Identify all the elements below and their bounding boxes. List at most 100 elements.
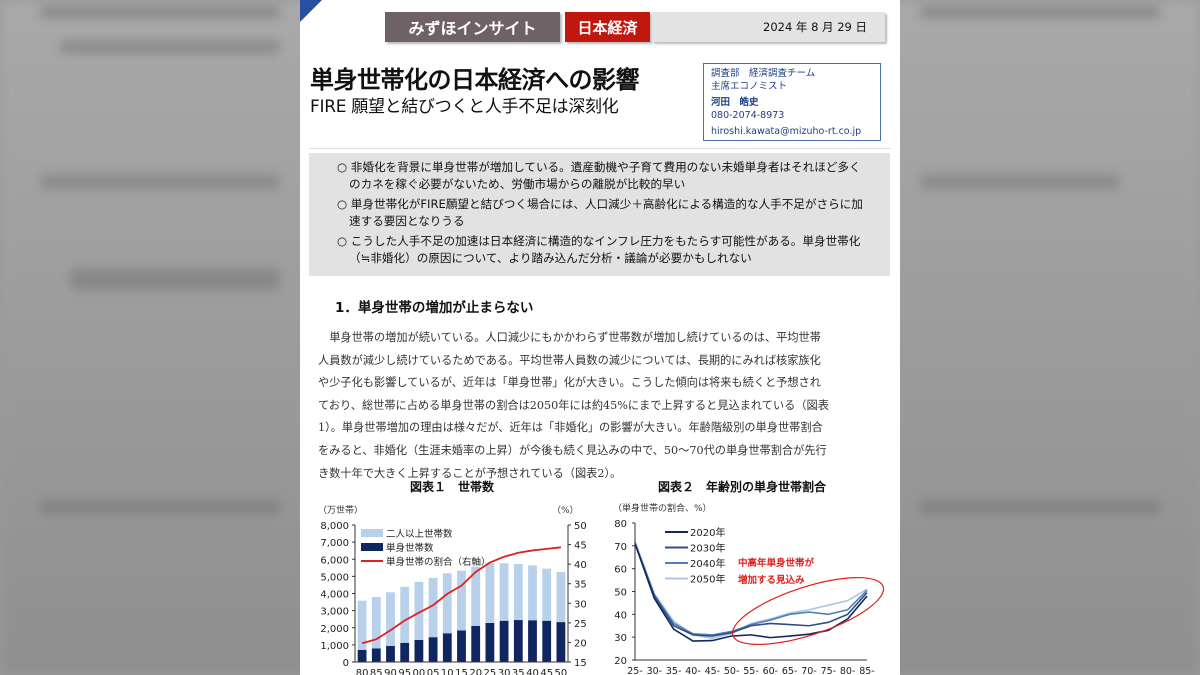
- bar-single: [442, 633, 452, 662]
- divider: [310, 148, 890, 149]
- bar-multi: [371, 597, 381, 649]
- blurred-text: [40, 175, 280, 189]
- y-axis-unit: （万世帯）: [318, 504, 363, 516]
- x-tick-label: 45: [540, 668, 553, 675]
- body-line: や少子化も影響しているが、近年は「単身世帯」化が大きい。こうした傾向は将来も続く…: [318, 376, 821, 390]
- x-tick-label: 50-: [724, 666, 740, 675]
- x-tick-label: 70-: [801, 666, 817, 675]
- bar-single: [542, 620, 552, 662]
- y-tick-label: 20: [614, 656, 627, 667]
- x-tick-label: 85: [370, 668, 383, 675]
- section-heading: 1．単身世帯の増加が止まらない: [335, 300, 534, 316]
- y2-tick-label: 45: [574, 541, 587, 552]
- bar-multi: [400, 586, 410, 643]
- y2-axis-unit: （%）: [552, 505, 579, 516]
- bar-multi: [457, 570, 466, 631]
- author-phone: 080-2074-8973: [711, 109, 785, 121]
- bar-multi: [556, 571, 566, 623]
- legend-label: 二人以上世帯数: [386, 528, 453, 540]
- x-tick-label: 30-: [647, 666, 663, 675]
- author-email[interactable]: hiroshi.kawata@mizuho-rt.co.jp: [711, 126, 862, 137]
- legend-label: 単身世帯数: [386, 542, 434, 554]
- bar-single: [386, 645, 395, 662]
- bar-single: [400, 642, 410, 662]
- x-tick-label: 45-: [705, 666, 721, 675]
- page-title: 単身世帯化の日本経済への影響: [310, 66, 640, 94]
- x-tick-label: 85-: [859, 666, 875, 675]
- bar-multi: [485, 563, 495, 623]
- bar-multi: [414, 581, 424, 640]
- bar-single: [471, 625, 481, 662]
- body-line: 1）。単身世帯増加の理由は様々だが、近年は「非婚化」の影響が大きい。年齢階級別の…: [318, 421, 823, 435]
- corner-decoration: [300, 0, 322, 22]
- legend-label: 2040年: [690, 557, 725, 570]
- body-line: をみると、非婚化（生涯未婚率の上昇）が今後も続く見込みの中で、50～70代の単身…: [318, 443, 827, 457]
- y-tick-label: 70: [614, 542, 627, 553]
- legend-swatch: [361, 529, 383, 537]
- category-badge: 日本経済: [565, 12, 650, 42]
- series-line: [634, 543, 868, 637]
- y-tick-label: 7,000: [320, 538, 349, 549]
- x-tick-label: 40: [526, 668, 539, 675]
- y-axis-unit: （単身世帯の割合、%）: [613, 502, 712, 514]
- body-line: き数十年で大きく上昇することが予想されている（図表2）。: [318, 466, 622, 480]
- bar-multi: [542, 568, 552, 621]
- author-name: 河田 皓史: [711, 97, 759, 108]
- x-tick-label: 25: [484, 668, 497, 675]
- x-tick-label: 30: [498, 668, 511, 675]
- x-tick-label: 20: [469, 668, 482, 675]
- bar-single: [556, 622, 566, 662]
- author-role: 主席エコノミスト: [711, 80, 788, 92]
- x-tick-label: 25-: [627, 666, 643, 675]
- bar-single: [357, 649, 367, 662]
- x-tick-label: 40-: [685, 666, 701, 675]
- y-tick-label: 30: [614, 633, 627, 644]
- annotation-text: 中高年単身世帯が: [738, 557, 815, 569]
- y-tick-label: 5,000: [320, 572, 349, 583]
- bar-multi: [428, 577, 438, 638]
- x-tick-label: 10: [441, 668, 454, 675]
- y2-tick-label: 35: [574, 580, 587, 591]
- blurred-text: [70, 268, 280, 290]
- x-tick-label: 60-: [763, 666, 779, 675]
- y-tick-label: 8,000: [320, 521, 349, 532]
- publish-date: 2024 年 8 月 29 日: [652, 12, 885, 42]
- legend-label: 2050年: [690, 573, 725, 586]
- x-tick-label: 15: [455, 668, 468, 675]
- y-tick-label: 2,000: [320, 624, 349, 635]
- summary-item: ○ こうした人手不足の加速は日本経済に構造的なインフレ圧力をもたらす可能性がある…: [337, 234, 861, 265]
- summary-box: ○ 非婚化を背景に単身世帯が増加している。遺産動機や子育て費用のない未婚単身者は…: [309, 153, 890, 276]
- bar-multi: [528, 565, 537, 621]
- y-tick-label: 40: [614, 610, 627, 621]
- summary-item: ○ 非婚化を背景に単身世帯が増加している。遺産動機や子育て費用のない未婚単身者は…: [337, 160, 861, 191]
- y-tick-label: 50: [614, 588, 627, 599]
- blurred-text: [40, 500, 280, 514]
- x-tick-label: 95: [398, 668, 411, 675]
- body-line: 人員数が減少し続けているためである。平均世帯人員数の減少については、長期的にみれ…: [318, 353, 821, 367]
- annotation-ellipse: [731, 576, 885, 646]
- bar-single: [371, 648, 381, 662]
- x-tick-label: 75-: [821, 666, 837, 675]
- y2-tick-label: 50: [574, 521, 587, 532]
- page-subtitle: FIRE 願望と結びつくと人手不足は深刻化: [310, 97, 619, 117]
- bar-single: [513, 620, 523, 662]
- legend-label: 2030年: [690, 542, 725, 555]
- body-line: ており、総世帯に占める単身世帯の割合は2050年には約45%にまで上昇すると見込…: [318, 398, 829, 412]
- series-line: [634, 543, 868, 642]
- chart-households: （万世帯） （%） 0 1,000 2,000 3,000 4,000 5,000 6,000 7…: [318, 504, 587, 675]
- legend-label: 2020年: [690, 526, 725, 539]
- bar-single: [428, 637, 438, 662]
- body-text: 単身世帯の増加が続いている。人口減少にもかかわらず世帯数が増加し続けているのは、…: [318, 327, 884, 485]
- blurred-text: [920, 5, 1160, 19]
- y2-tick-label: 15: [574, 658, 587, 669]
- legend-swatch: [361, 543, 383, 551]
- chart2-title: 図表２ 年齢別の単身世帯割合: [658, 480, 827, 494]
- body-line: 単身世帯の増加が続いている。人口減少にもかかわらず世帯数が増加し続けているのは、…: [318, 331, 821, 344]
- bar-single: [528, 620, 537, 662]
- x-tick-label: 80: [356, 668, 369, 675]
- document-page: みずほインサイト 日本経済 2024 年 8 月 29 日 単身世帯化の日本経済…: [300, 0, 900, 675]
- y2-tick-label: 30: [574, 599, 587, 610]
- chart1-title: 図表１ 世帯数: [410, 480, 495, 494]
- bar-multi: [442, 573, 452, 634]
- blurred-text: [920, 175, 1120, 189]
